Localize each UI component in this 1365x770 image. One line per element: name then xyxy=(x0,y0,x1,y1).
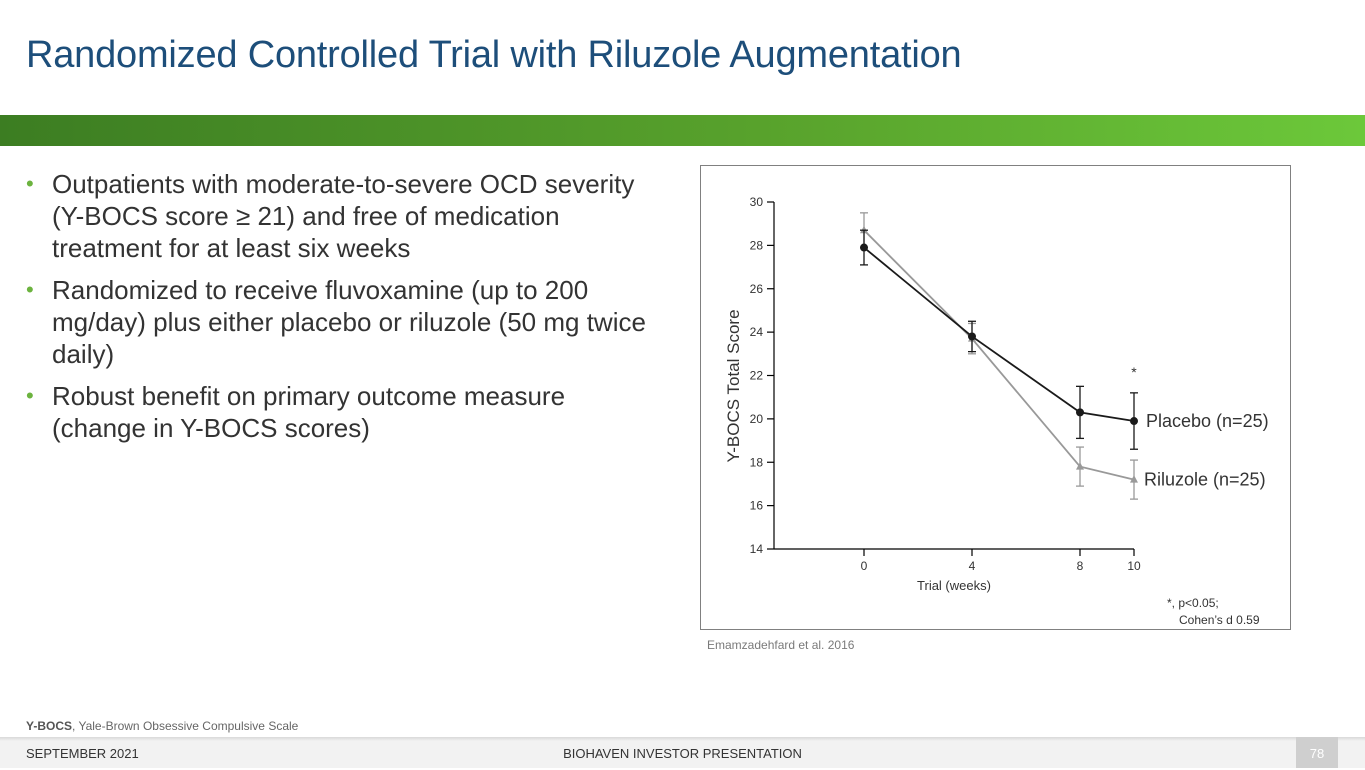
y-tick-label: 16 xyxy=(750,499,764,513)
bullet-text: Outpatients with moderate-to-severe OCD … xyxy=(52,169,635,263)
page-number: 78 xyxy=(1296,737,1338,768)
bullet-text: Randomized to receive fluvoxamine (up to… xyxy=(52,275,646,369)
footer: SEPTEMBER 2021 BIOHAVEN INVESTOR PRESENT… xyxy=(0,737,1365,768)
y-tick-label: 22 xyxy=(750,369,764,383)
header-band xyxy=(0,115,1365,146)
footer-date: SEPTEMBER 2021 xyxy=(26,746,139,761)
y-tick-label: 26 xyxy=(750,282,764,296)
bullet-list: • Outpatients with moderate-to-severe OCD… xyxy=(26,168,666,454)
ybocs-line-chart: 14 16 18 20 22 24 26 28 30 0 4 8 10 Y-BOCS Total Sc… xyxy=(724,195,1269,627)
bullet-item: • Randomized to receive fluvoxamine (up t… xyxy=(26,274,666,370)
bullet-text: Robust benefit on primary outcome measur… xyxy=(52,381,566,443)
bullet-item: • Outpatients with moderate-to-severe OCD… xyxy=(26,168,666,264)
series-line-riluzole xyxy=(863,229,1135,481)
y-tick-label: 24 xyxy=(750,325,764,339)
data-point-placebo xyxy=(860,243,868,252)
y-tick-label: 28 xyxy=(750,238,764,252)
x-axis-label: Trial (weeks) xyxy=(917,578,991,593)
y-tick-label: 14 xyxy=(750,542,764,556)
data-point-placebo xyxy=(1076,408,1084,417)
bullet-dot-icon: • xyxy=(26,171,34,196)
footnote: Y-BOCS, Yale-Brown Obsessive Compulsive … xyxy=(26,719,298,733)
citation: Emamzadehfard et al. 2016 xyxy=(707,638,855,652)
data-point-placebo xyxy=(1130,417,1138,426)
footnote-text: , Yale-Brown Obsessive Compulsive Scale xyxy=(72,719,299,733)
chart-frame: 14 16 18 20 22 24 26 28 30 0 4 8 10 Y-BOCS Total Sc… xyxy=(700,165,1291,630)
slide-title: Randomized Controlled Trial with Riluzol… xyxy=(26,34,962,76)
bullet-dot-icon: • xyxy=(26,277,34,302)
data-point-riluzole xyxy=(1076,462,1084,470)
x-tick-label: 0 xyxy=(861,559,868,573)
bullet-dot-icon: • xyxy=(26,383,34,408)
y-axis-label: Y-BOCS Total Score xyxy=(724,309,743,462)
footnote-abbr: Y-BOCS xyxy=(26,719,73,733)
series-label-placebo: Placebo (n=25) xyxy=(1146,411,1269,431)
y-tick-label: 20 xyxy=(750,412,764,426)
bullet-item: • Robust benefit on primary outcome measu… xyxy=(26,380,666,444)
x-tick-label: 8 xyxy=(1077,559,1084,573)
data-point-placebo xyxy=(968,332,976,341)
x-tick-label: 10 xyxy=(1127,559,1141,573)
y-tick-label: 30 xyxy=(750,195,764,209)
y-tick-label: 18 xyxy=(750,455,764,469)
footer-title: BIOHAVEN INVESTOR PRESENTATION xyxy=(563,746,802,761)
annotation-pvalue: *, p<0.05; xyxy=(1167,596,1219,610)
series-line-placebo xyxy=(863,246,1135,422)
data-point-riluzole xyxy=(1130,475,1138,483)
annotation-cohens-d: Cohen’s d 0.59 xyxy=(1179,613,1260,627)
x-tick-label: 4 xyxy=(969,559,976,573)
data-point-riluzole xyxy=(860,225,868,234)
significance-star: * xyxy=(1131,364,1137,380)
series-label-riluzole: Riluzole (n=25) xyxy=(1144,470,1266,490)
